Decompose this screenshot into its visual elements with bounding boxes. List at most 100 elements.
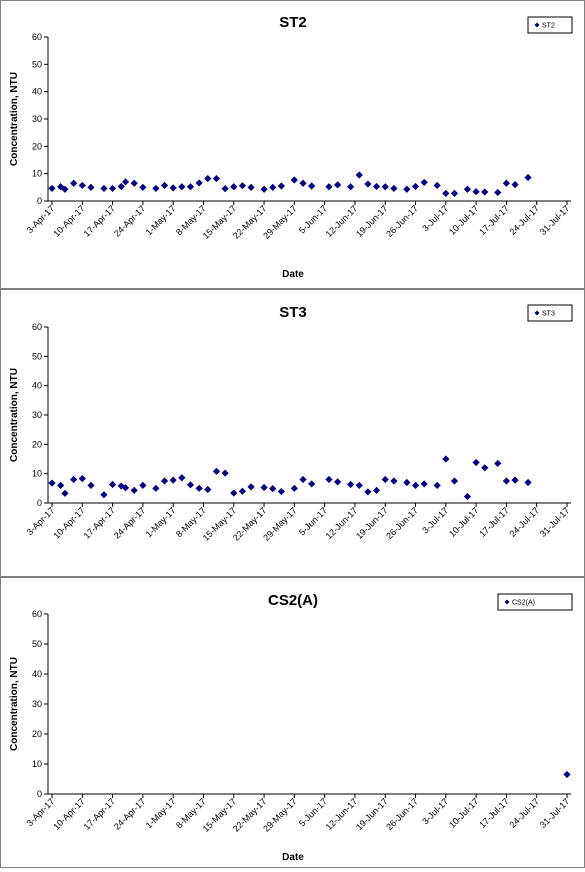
data-point-st2 (381, 183, 389, 191)
data-point-st3 (442, 455, 450, 463)
chart-title: ST3 (279, 304, 307, 321)
x-tick-label: 24-Jul-17 (508, 203, 542, 237)
data-point-st2 (247, 183, 255, 191)
data-point-st3 (152, 484, 160, 492)
data-point-st2 (238, 182, 247, 190)
data-point-st3 (269, 485, 277, 493)
y-axis-title: Concentration, NTU (9, 368, 20, 462)
data-point-st3 (186, 481, 195, 489)
data-point-st3 (48, 479, 56, 487)
data-point-st2 (442, 189, 450, 197)
data-point-st2 (100, 184, 108, 193)
y-tick-label: 20 (32, 729, 42, 739)
y-tick-label: 0 (37, 196, 42, 206)
data-point-st3 (472, 458, 480, 467)
y-tick-label: 60 (32, 322, 42, 332)
legend-label: ST3 (542, 311, 555, 318)
data-point-st3 (108, 480, 117, 489)
data-point-st2 (403, 185, 411, 193)
x-tick-label: 17-Jul-17 (477, 796, 511, 830)
chart-title: CS2(A) (268, 592, 318, 609)
data-point-st3 (450, 477, 459, 485)
data-point-st3 (381, 475, 389, 484)
x-tick-label: 17-Jul-17 (477, 203, 511, 237)
chart-title: ST2 (279, 14, 307, 31)
x-tick-label: 10-Jul-17 (447, 505, 481, 539)
x-tick-label: 24-Apr-17 (112, 505, 147, 540)
data-point-st3 (334, 478, 342, 486)
y-tick-label: 50 (32, 59, 42, 69)
data-point-st2 (186, 183, 195, 191)
x-tick-label: 17-Apr-17 (82, 796, 117, 831)
x-tick-label: 17-Jul-17 (477, 505, 511, 539)
chart-panel-st3: ST3 0 10 20 30 40 50 60 3-Apr-17 10-Apr-17 17-Apr-… (0, 289, 585, 577)
x-tick-label: 3-Jul-17 (420, 203, 450, 233)
data-point-st2 (463, 185, 472, 193)
data-point-st2 (502, 179, 511, 187)
data-point-st3 (195, 484, 203, 492)
x-tick-label: 1-May-17 (144, 796, 178, 830)
x-tick-label: 10-Apr-17 (51, 203, 86, 238)
legend-box (527, 304, 573, 322)
y-tick-label: 60 (32, 32, 42, 42)
data-point-st2 (347, 183, 355, 191)
legend-marker (534, 22, 540, 28)
data-point-st3 (100, 491, 108, 499)
x-tick-label: 24-Jul-17 (508, 796, 542, 830)
data-point-st3 (290, 484, 298, 492)
y-axis-title: Concentration, NTU (9, 657, 20, 751)
data-point-st3 (433, 481, 441, 489)
data-point-st3 (230, 489, 238, 497)
data-point-st2 (260, 185, 268, 193)
x-tick-label: 26-Jun-17 (384, 203, 420, 239)
data-point-st2 (87, 183, 95, 191)
x-tick-label: 31-Jul-17 (538, 796, 572, 830)
data-point-st3 (411, 481, 420, 489)
data-point-st3 (70, 475, 78, 484)
data-point-st3 (130, 486, 138, 494)
x-tick-label: 3-Jul-17 (420, 505, 450, 535)
data-point-st3 (325, 475, 333, 484)
legend-box (497, 593, 573, 611)
data-point-st2 (195, 179, 203, 187)
chart-st3: ST301020304050603-Apr-1710-Apr-1717-Apr-… (9, 304, 573, 543)
data-point-st3 (238, 487, 247, 495)
x-tick-label: 10-Jul-17 (447, 203, 481, 237)
x-tick-label: 1-May-17 (144, 505, 178, 539)
data-point-st3 (277, 487, 285, 496)
y-axis-title: Concentration, NTU (9, 72, 20, 166)
data-point-st2 (70, 179, 78, 187)
data-point-st3 (117, 482, 125, 490)
y-tick-label: 20 (32, 141, 42, 151)
data-point-st2 (494, 188, 502, 197)
data-point-st2 (277, 182, 285, 190)
data-point-st2 (212, 174, 221, 183)
data-point-st3 (299, 475, 307, 484)
data-point-st2 (355, 171, 363, 179)
data-point-st3 (403, 478, 411, 487)
data-point-st2 (325, 183, 333, 191)
y-tick-label: 30 (32, 114, 42, 124)
data-point-st2 (121, 178, 130, 186)
legend-marker (534, 310, 540, 316)
data-point-st3 (524, 478, 532, 487)
y-tick-label: 60 (32, 609, 42, 619)
data-point-st2 (290, 176, 298, 184)
data-point-st3 (390, 477, 398, 485)
y-tick-label: 10 (32, 169, 42, 179)
data-point-st2 (420, 178, 428, 187)
x-tick-label: 26-Jun-17 (384, 796, 420, 832)
data-point-st3 (87, 481, 95, 489)
chart-st2: ST201020304050603-Apr-1710-Apr-1717-Apr-… (9, 14, 573, 280)
data-point-st3 (511, 476, 519, 484)
data-point-st3 (57, 481, 65, 489)
x-tick-label: 24-Apr-17 (112, 203, 147, 238)
x-tick-label: 24-Jul-17 (508, 505, 542, 539)
data-point-st2 (108, 184, 117, 193)
y-tick-label: 0 (37, 789, 42, 799)
data-point-st3 (212, 467, 221, 475)
x-tick-label: 31-Jul-17 (538, 505, 572, 539)
data-point-st2 (78, 181, 86, 190)
x-tick-label: 12-Jun-17 (324, 505, 360, 541)
data-point-st2 (61, 185, 69, 193)
